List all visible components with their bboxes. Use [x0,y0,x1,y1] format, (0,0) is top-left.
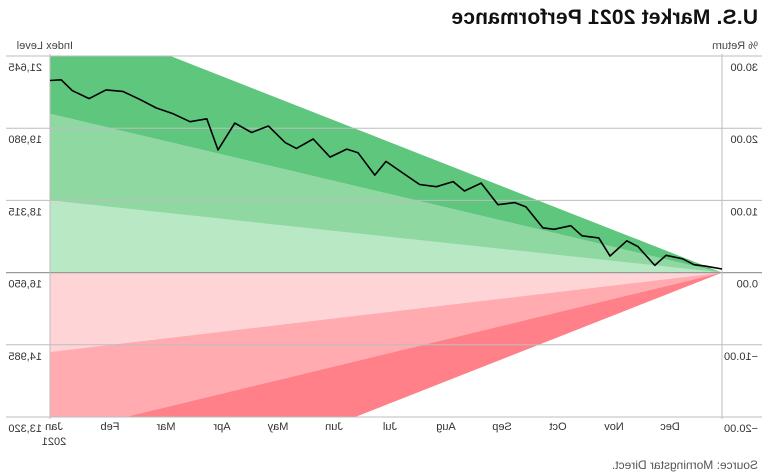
y-left-tick-label: −20.00 [724,423,758,435]
x-tick-label: Sep [492,421,512,433]
band-green-dark [50,56,722,273]
x-tick-label: Jul [383,421,397,433]
x-tick-label: Apr [213,421,230,433]
x-tick-label: Jun [325,421,343,433]
y-right-tick-label: 14,985 [8,351,42,363]
y-left-tick-label: 30.00 [730,62,758,74]
y-right-tick-label: 18,315 [8,206,42,218]
performance-line-0 [49,79,723,270]
y-right-tick-label: 19,980 [8,134,42,146]
x-tick-label: Jan [45,421,63,433]
y-left-tick-label: 20.00 [730,134,758,146]
x-tick-label: May [267,421,288,433]
x-tick-label: Dec [660,421,680,433]
x-tick-label: Nov [604,421,624,433]
source-note: Source: Morningstar Direct. [611,458,758,472]
x-tick-label: Mar [156,421,175,433]
x-tick-label: Oct [549,421,566,433]
x-tick-label: Aug [436,421,456,433]
y-right-tick-label: 21,645 [8,62,42,74]
y-left-tick-label: 0.00 [737,279,758,291]
x-tick-label: Feb [101,421,120,433]
x-year-label: 2021 [42,436,66,448]
band-red-dark [125,272,722,417]
y-left-tick-label: −10.00 [724,351,758,363]
y-right-tick-label: 16,650 [8,279,42,291]
y-right-tick-label: 13,320 [8,423,42,435]
y-left-tick-label: 10.00 [730,206,758,218]
